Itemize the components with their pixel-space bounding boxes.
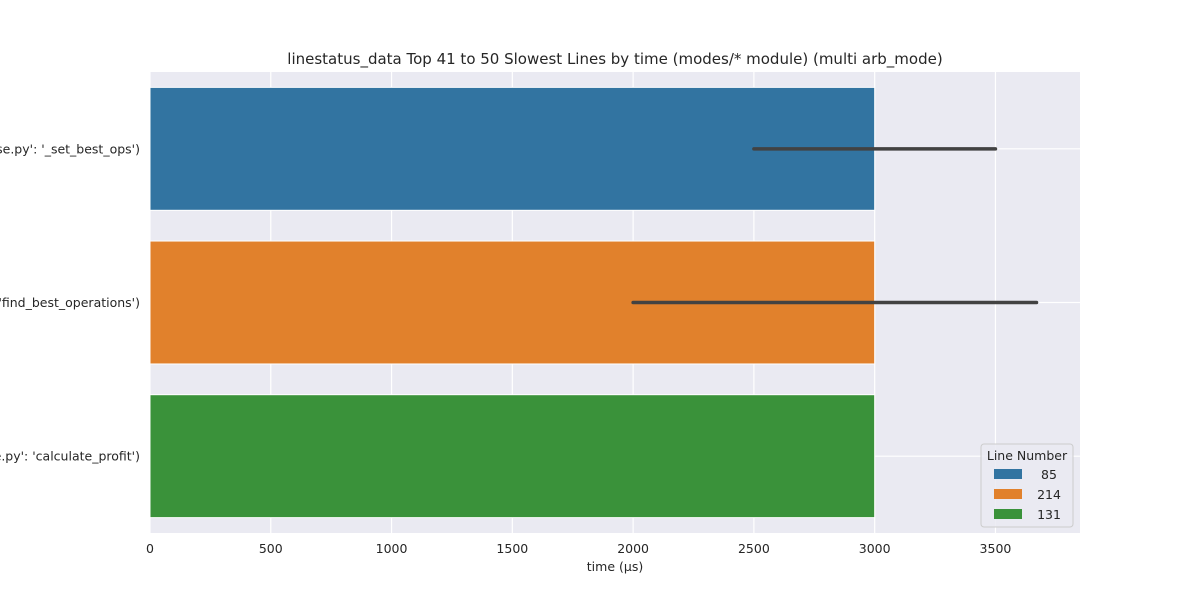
legend-label: 131	[1037, 507, 1061, 522]
legend-label: 85	[1041, 467, 1057, 482]
bar	[149, 394, 876, 519]
chart-title: linestatus_data Top 41 to 50 Slowest Lin…	[287, 50, 942, 69]
x-tick-label: 1000	[376, 541, 408, 556]
legend-swatch	[994, 469, 1022, 479]
error-bars	[631, 147, 1039, 305]
x-tick-label: 0	[146, 541, 154, 556]
x-tick-label: 2500	[738, 541, 770, 556]
legend-frame	[980, 443, 1074, 528]
legend-swatch	[994, 489, 1022, 499]
legend-title: Line Number	[987, 448, 1068, 463]
x-tick-label: 3000	[859, 541, 891, 556]
x-tick-label: 2000	[617, 541, 649, 556]
y-tick-label: e.py': 'calculate_profit')	[0, 449, 140, 464]
y-tick-label: se.py': '_set_best_ops')	[0, 141, 140, 156]
x-tick-label: 500	[259, 541, 283, 556]
legend: Line Number 85 214 131	[980, 443, 1074, 528]
legend-swatch	[994, 509, 1022, 519]
y-axis-ticks: se.py': '_set_best_ops') 'find_best_opera…	[0, 141, 140, 463]
legend-label: 214	[1037, 487, 1061, 502]
x-axis-ticks: 0 500 1000 1500 2000 2500 3000 3500	[146, 541, 1011, 556]
x-tick-label: 1500	[496, 541, 528, 556]
y-tick-label: 'find_best_operations')	[0, 295, 140, 310]
x-tick-label: 3500	[980, 541, 1012, 556]
x-axis-label: time (µs)	[587, 559, 643, 574]
